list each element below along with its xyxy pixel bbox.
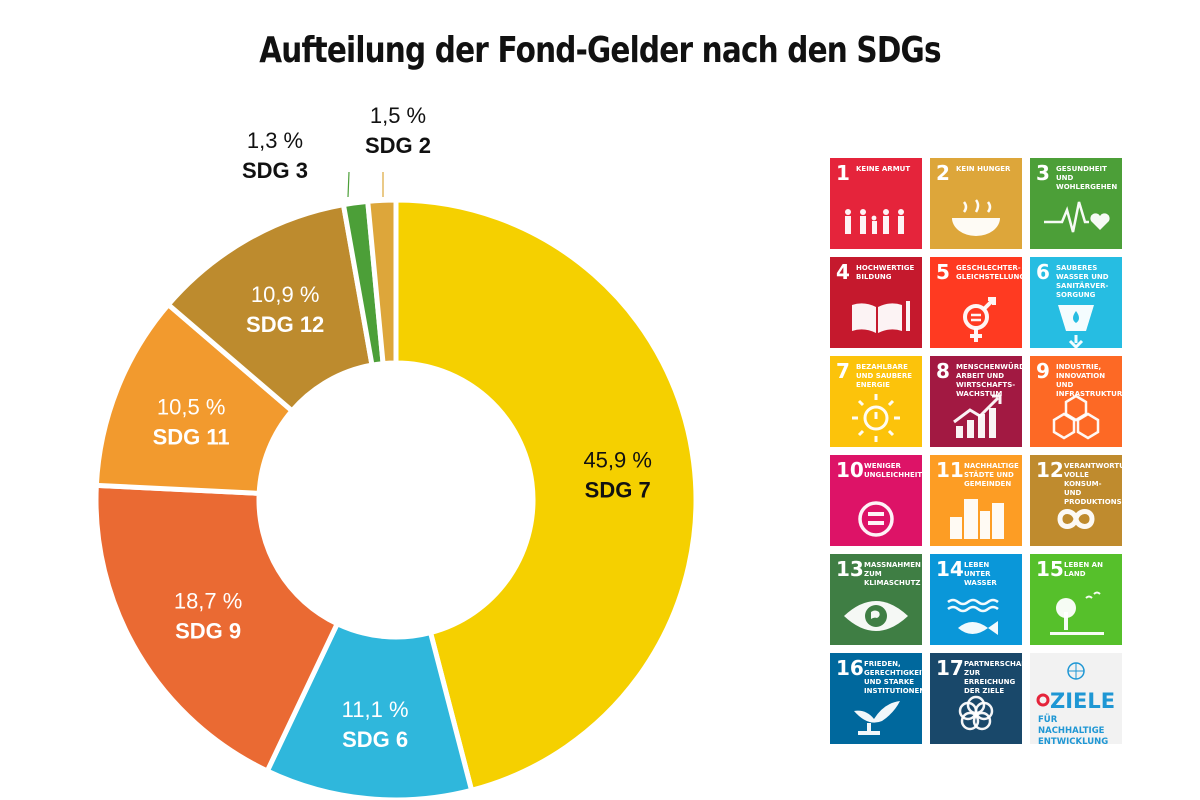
sdg-tile-number: 5 [936,260,950,284]
sdg-icon-grid: 1 Keine Armut 2 Kein Hunger 3 Gesundheit und … [830,158,1122,748]
slice-sdg-12 [164,201,375,415]
sdg-tile-14: 14 Leben unter Wasser [930,554,1022,645]
sdg-tile-12: 12Verantwortungs-volle Konsum- und Produ… [1030,455,1122,546]
sdg-tile-number: 12 [1036,458,1064,482]
sdg-logo-subtitle: FÜR NACHHALTIGE ENTWICKLUNG [1038,715,1109,744]
sdg-tile-label: Hochwertige Bildung [856,264,915,281]
sdg-tile-label: Menschenwürdige Arbeit und Wirtschafts-w… [956,363,1022,398]
sdg-tile-label: Sauberes Wasser und Sanitärver-sorgung [1056,264,1109,299]
sdg-tile-4: 4 Hochwertige Bildung [830,257,922,348]
sdg-tile-number: 16 [836,656,864,680]
sdg-tile-number: 3 [1036,161,1050,185]
sdg-tile-number: 9 [1036,359,1050,383]
sdg-logo-tile: ZIELE FÜR NACHHALTIGE ENTWICKLUNG [1030,653,1122,744]
slice-percent-label: 45,9 % [583,448,652,473]
slice-sdg-label: SDG 9 [175,618,241,643]
equal-icon [858,501,894,537]
sdg-tile-label: Partnerschaften zur Erreichung der Ziele [964,660,1022,695]
fish-icon [947,598,999,635]
sdg-tile-number: 2 [936,161,950,185]
sdg-tile-11: 11 Nachhaltige Städte und Gemeinden [930,455,1022,546]
slice-percent-label: 11,1 % [342,697,409,722]
bowl-icon [952,199,1000,236]
sdg-tile-label: Geschlechter-gleichstellung [956,264,1022,281]
sdg-tile-number: 15 [1036,557,1064,581]
sdg-tile-2: 2 Kein Hunger [930,158,1022,249]
sdg-tile-9: 9 Industrie, Innovation und Infrastruktur [1030,356,1122,447]
sdg-tile-6: 6 Sauberes Wasser und Sanitärver-sorgung [1030,257,1122,348]
cubes-icon [1052,394,1100,440]
slice-percent-label: 1,3 % [247,128,303,153]
sdg-tile-number: 17 [936,656,964,680]
sdg-tile-13: 13 Massnahmen zum Klimaschutz [830,554,922,645]
sdg-tile-number: 7 [836,359,850,383]
slice-sdg-7 [393,197,699,794]
sdg-tile-label: Leben unter Wasser [964,561,997,587]
sdg-tile-label: Nachhaltige Städte und Gemeinden [964,462,1019,488]
slice-percent-label: 1,5 % [370,103,426,128]
dove-icon [854,701,900,735]
flower-rings-icon [958,695,994,731]
slice-percent-label: 18,7 % [174,588,243,613]
slice-sdg-label: SDG 3 [242,158,308,183]
slice-sdg-label: SDG 2 [365,133,431,158]
donut-chart: 45,9 % SDG 7 11,1 % SDG 6 18,7 % SDG 9 10,5 % S… [93,103,699,800]
sdg-tile-5: 5 Geschlechter-gleichstellung [930,257,1022,348]
slice-sdg-2 [365,197,399,367]
sdg-tile-number: 6 [1036,260,1050,284]
sun-power-icon [852,394,900,442]
sdg-tile-3: 3 Gesundheit und Wohlergehen [1030,158,1122,249]
sdg-tile-10: 10Weniger Ungleichheiten [830,455,922,546]
sdg-tile-label: Leben an Land [1064,561,1103,578]
growth-chart-icon [953,394,1002,438]
sdg-tile-label: Industrie, Innovation und Infrastruktur [1056,363,1122,398]
book-icon [852,301,910,333]
infinity-icon [1057,509,1095,529]
sdg-tile-label: Gesundheit und Wohlergehen [1056,165,1118,191]
sdg-tile-number: 10 [836,458,864,482]
sdg-tile-17: 17Partnerschaften zur Erreichung der Zie… [930,653,1022,744]
sdg-tile-1: 1 Keine Armut [830,158,922,249]
slice-percent-label: 10,5 % [157,394,226,419]
sdg-tile-7: 7 Bezahlbare und saubere Energie [830,356,922,447]
sdg-tile-label: Frieden, Gerechtigkeit und starke Instit… [864,660,922,695]
slice-sdg-9 [93,482,341,775]
heartbeat-icon [1044,201,1110,233]
sdg-tile-label: Weniger Ungleichheiten [864,462,922,479]
water-drop-icon [1058,305,1094,348]
sdg-tile-number: 4 [836,260,850,284]
sdg-tile-label: Bezahlbare und saubere Energie [856,363,913,389]
sdg-tile-16: 16 Frieden, Gerechtigkeit und starke Inst… [830,653,922,744]
sdg-tile-number: 8 [936,359,950,383]
sdg-tile-15: 15 Leben an Land [1030,554,1122,645]
sdg-tile-label: Kein Hunger [956,165,1011,173]
sdg-tile-number: 14 [936,557,964,581]
sdg-tile-label: Verantwortungs-volle Konsum- und Produkt… [1064,462,1122,506]
family-icon [845,209,904,234]
slice-percent-label: 10,9 % [251,282,320,307]
chart-title: Aufteilung der Fond-Gelder nach den SDGs [259,30,941,71]
slice-sdg-label: SDG 12 [246,312,324,337]
gender-icon [963,297,996,342]
un-emblem-icon [1036,662,1085,707]
slice-sdg-label: SDG 7 [585,478,651,503]
sdg-tile-number: 13 [836,557,864,581]
eye-globe-icon [844,601,908,631]
leader-line-sdg-3 [347,171,350,198]
city-icon [950,499,1004,539]
slice-sdg-label: SDG 11 [153,424,230,449]
sdg-logo-word: ZIELE [1050,689,1116,713]
sdg-tile-number: 1 [836,161,850,185]
sdg-tile-8: 8Menschenwürdige Arbeit und Wirtschafts-… [930,356,1022,447]
slice-sdg-label: SDG 6 [342,727,408,752]
sdg-tile-label: Keine Armut [856,165,911,173]
sdg-tile-number: 11 [936,458,964,482]
sdg-tile-label: Massnahmen zum Klimaschutz [864,561,921,587]
tree-icon [1050,591,1104,635]
